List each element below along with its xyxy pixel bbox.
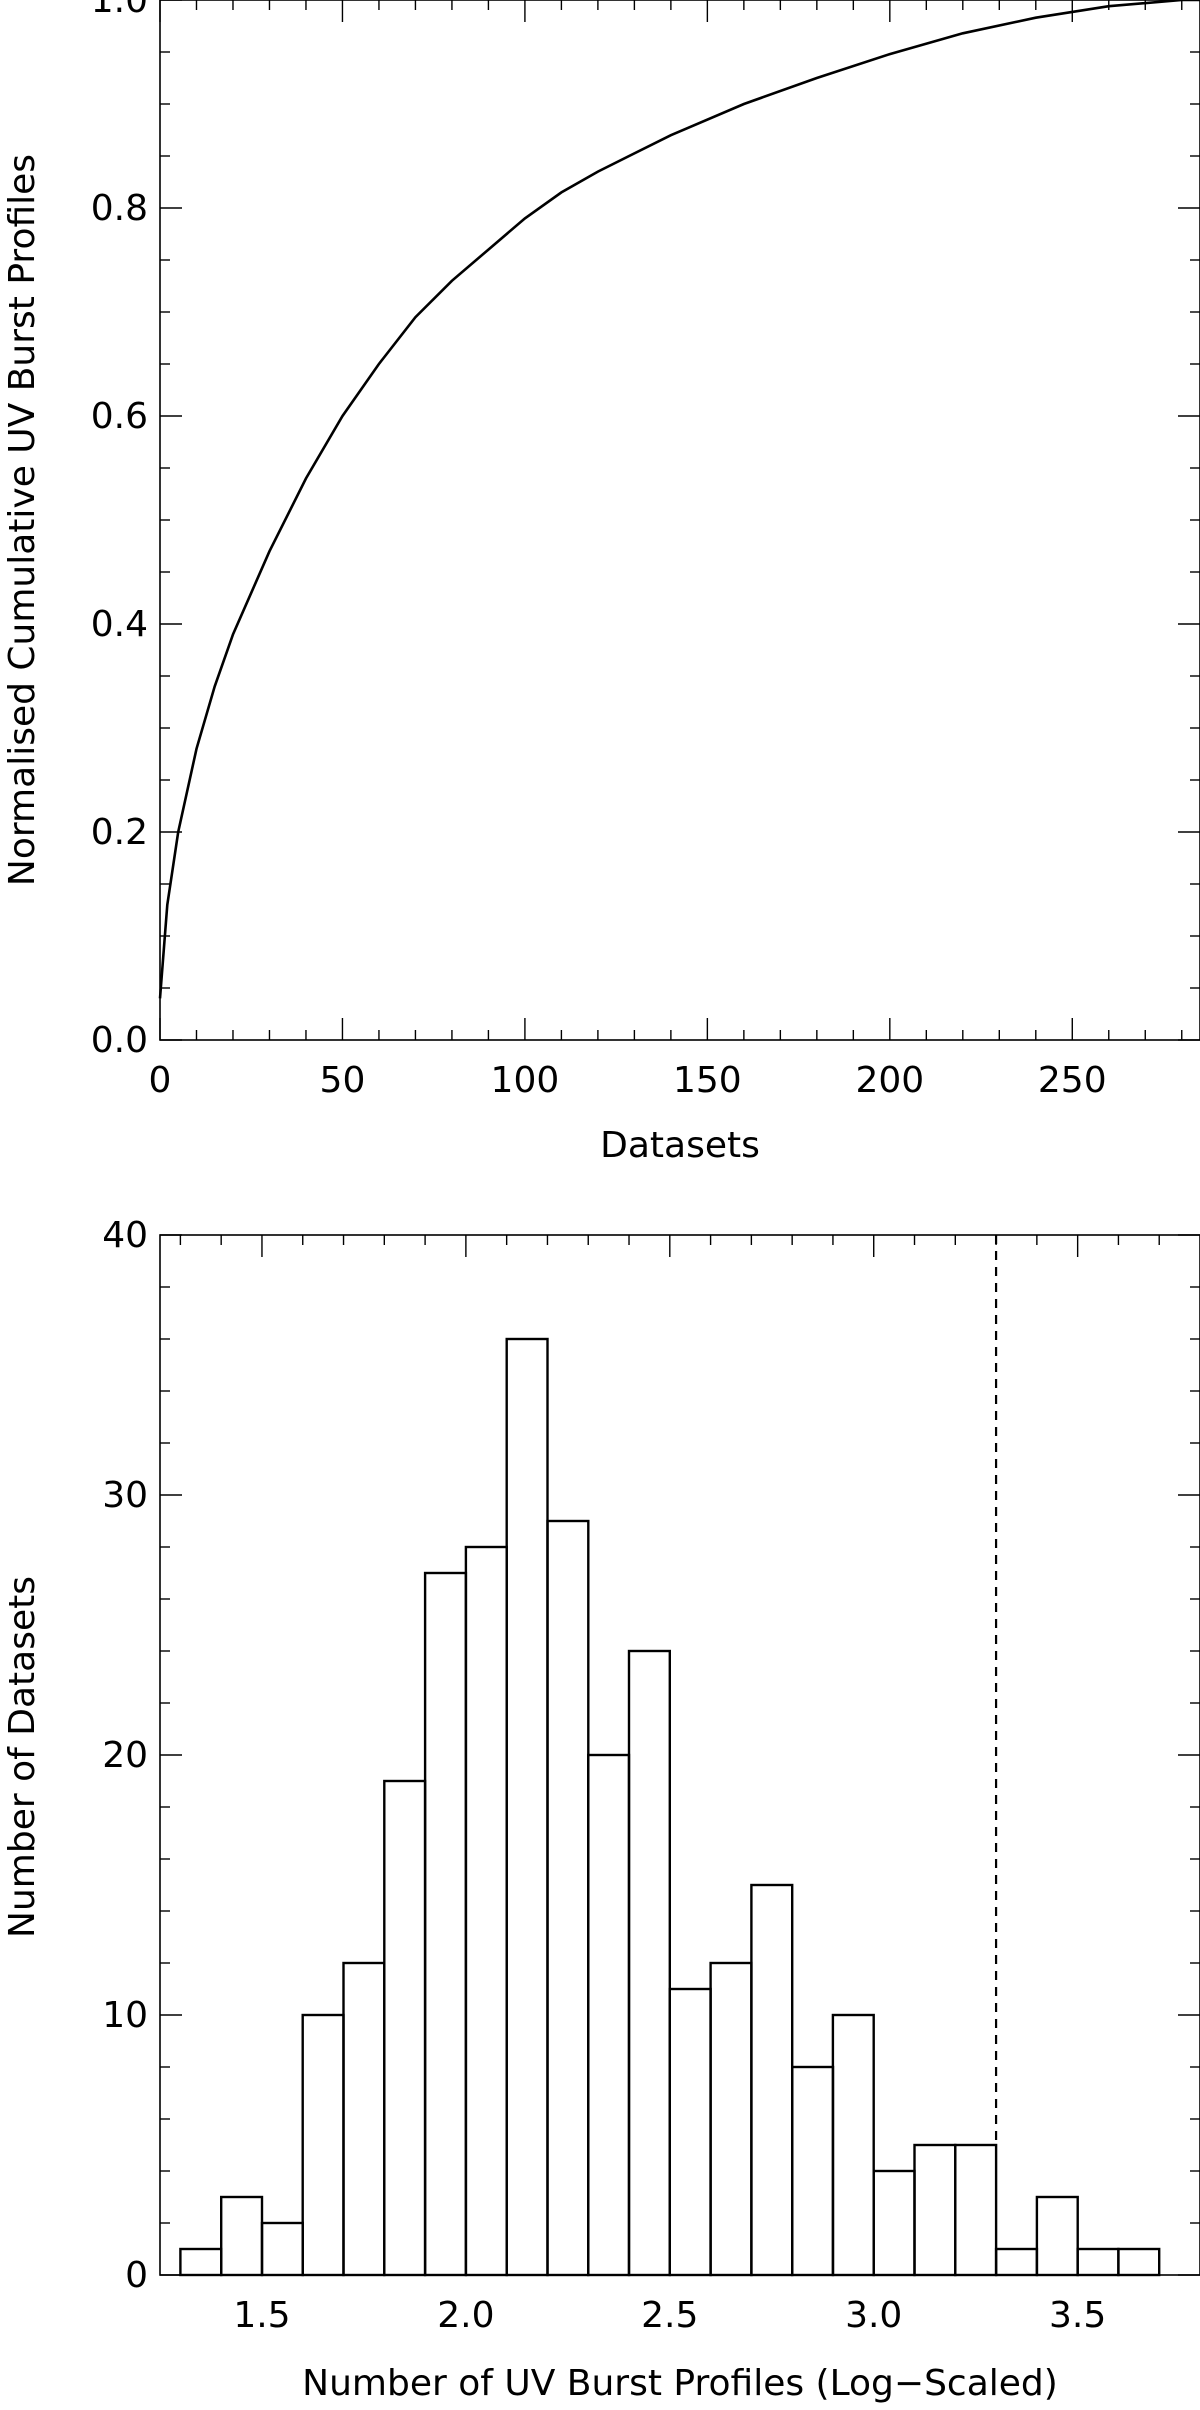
histogram-bar <box>1035 2195 1079 2277</box>
histogram-bars <box>179 1337 1161 2277</box>
bottom-y-tick-label: 30 <box>102 1475 148 1516</box>
histogram-bar <box>954 2143 998 2277</box>
top-y-tick-label: 0.4 <box>91 604 148 645</box>
bottom-y-tick-label: 40 <box>102 1215 148 1256</box>
top-y-tick-label: 0.0 <box>91 1020 148 1061</box>
bottom-tick-labels: 1.5 2.0 2.5 3.0 3.5 0 10 20 30 40 <box>102 1215 1106 2336</box>
top-plot-frame <box>159 0 1200 1041</box>
bottom-x-tick-label: 2.0 <box>437 2295 494 2336</box>
histogram-bar <box>1117 2247 1161 2277</box>
top-y-tick-label: 1.0 <box>91 0 148 21</box>
bottom-x-axis-title: Number of UV Burst Profiles (Log−Scaled) <box>302 2363 1058 2404</box>
bottom-x-tick-label: 1.5 <box>233 2295 290 2336</box>
histogram-bar <box>179 2247 223 2277</box>
top-x-tick-label: 100 <box>491 1060 560 1101</box>
bottom-y-axis-title: Number of Datasets <box>2 1576 43 1938</box>
top-x-tick-label: 200 <box>855 1060 924 1101</box>
top-x-axis-title: Datasets <box>600 1125 760 1166</box>
histogram-bar <box>791 2065 835 2277</box>
histogram-bar <box>994 2247 1039 2277</box>
top-y-tick-label: 0.8 <box>91 188 148 229</box>
bottom-ticks <box>160 1234 1200 2276</box>
histogram-bar <box>872 2169 916 2277</box>
histogram-bar <box>301 2013 345 2277</box>
histogram-bar <box>1076 2247 1120 2277</box>
histogram-bar <box>831 2013 875 2277</box>
top-x-tick-label: 50 <box>320 1060 366 1101</box>
cumulative-curve <box>158 0 1200 999</box>
histogram-bar <box>464 1545 508 2277</box>
histogram-bar <box>546 1519 590 2277</box>
bottom-plot-frame <box>159 1234 1200 2276</box>
histogram-bar <box>587 1753 631 2277</box>
histogram-panel: 1.5 2.0 2.5 3.0 3.5 0 10 20 30 40 Number of UV Bu… <box>2 1215 1200 2404</box>
histogram-bar <box>750 1883 794 2277</box>
histogram-bar <box>342 1961 386 2277</box>
top-x-tick-label: 0 <box>149 1060 172 1101</box>
histogram-bar <box>260 2221 304 2277</box>
histogram-bar <box>709 1961 753 2277</box>
histogram-bar <box>383 1779 427 2277</box>
top-tick-labels: 0 50 100 150 200 250 0.0 0.2 0.4 0.6 0.8 1.0 <box>91 0 1107 1101</box>
histogram-bar <box>505 1337 549 2277</box>
top-x-tick-label: 250 <box>1038 1060 1107 1101</box>
bottom-x-tick-label: 3.0 <box>845 2295 902 2336</box>
cumulative-panel: 0 50 100 150 200 250 0.0 0.2 0.4 0.6 0.8 1.0 Datase… <box>2 0 1200 1166</box>
histogram-bar <box>913 2143 957 2277</box>
bottom-y-tick-label: 0 <box>125 2255 148 2296</box>
top-y-axis-title: Normalised Cumulative UV Burst Profiles <box>2 154 43 886</box>
bottom-x-tick-label: 3.5 <box>1049 2295 1106 2336</box>
histogram-bar <box>423 1571 468 2277</box>
histogram-bar <box>627 1649 671 2277</box>
top-y-tick-label: 0.6 <box>91 396 148 437</box>
bottom-x-tick-label: 2.5 <box>641 2295 698 2336</box>
histogram-bar <box>219 2195 264 2277</box>
bottom-y-tick-label: 10 <box>102 1995 148 2036</box>
top-x-tick-label: 150 <box>673 1060 742 1101</box>
bottom-y-tick-label: 20 <box>102 1735 148 1776</box>
top-y-tick-label: 0.2 <box>91 812 148 853</box>
histogram-bar <box>668 1987 712 2277</box>
top-ticks <box>159 0 1200 1041</box>
